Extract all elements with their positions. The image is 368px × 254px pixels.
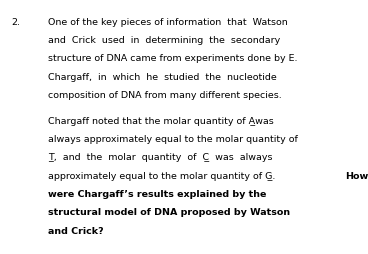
Text: Chargaff noted that the molar quantity of A̲was: Chargaff noted that the molar quantity o… [48, 117, 273, 126]
Text: approximately equal to the molar quantity of G̲.: approximately equal to the molar quantit… [48, 172, 278, 181]
Text: T̲,  and  the  molar  quantity  of  C̲  was  always: T̲, and the molar quantity of C̲ was alw… [48, 153, 272, 162]
Text: and  Crick  used  in  determining  the  secondary: and Crick used in determining the second… [48, 36, 280, 45]
Text: How: How [345, 172, 368, 181]
Text: structural model of DNA proposed by Watson: structural model of DNA proposed by Wats… [48, 208, 290, 217]
Text: 2.: 2. [11, 18, 20, 27]
Text: were Chargaff’s results explained by the: were Chargaff’s results explained by the [48, 190, 266, 199]
Text: One of the key pieces of information  that  Watson: One of the key pieces of information tha… [48, 18, 287, 27]
Text: composition of DNA from many different species.: composition of DNA from many different s… [48, 91, 282, 100]
Text: and Crick?: and Crick? [48, 227, 103, 235]
Text: Chargaff,  in  which  he  studied  the  nucleotide: Chargaff, in which he studied the nucleo… [48, 73, 277, 82]
Text: always approximately equal to the molar quantity of: always approximately equal to the molar … [48, 135, 298, 144]
Text: structure of DNA came from experiments done by E.: structure of DNA came from experiments d… [48, 54, 297, 63]
